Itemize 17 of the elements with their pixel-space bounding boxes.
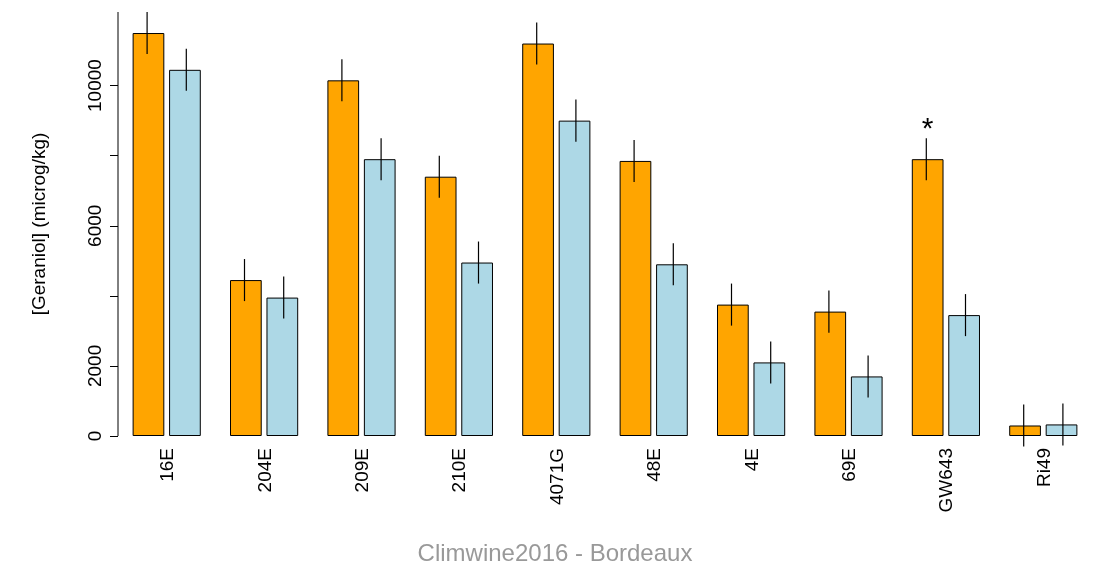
y-tick-label: 0 <box>84 430 105 442</box>
x-tick-label: 48E <box>643 448 665 482</box>
annotation: * <box>921 110 934 144</box>
y-tick-label: 10000 <box>84 59 105 113</box>
y-tick-label: 6000 <box>84 204 105 247</box>
y-axis-title: [Geraniol] (microg/kg) <box>28 132 49 316</box>
x-tick-label: 210E <box>448 448 470 493</box>
x-tick-label: 209E <box>351 448 372 493</box>
x-tick-label: 4071G <box>545 448 567 506</box>
x-tick-label: Ri49 <box>1032 448 1054 488</box>
x-tick-label: 69E <box>838 448 859 482</box>
x-tick-label: 4E <box>740 448 762 472</box>
y-tick-label: 2000 <box>84 344 105 388</box>
x-tick-label: GW643 <box>935 448 957 513</box>
x-tick-label: 16E <box>156 448 178 482</box>
x-tick-label: 204E <box>253 448 275 493</box>
text: Climwine2016 - Bordeaux <box>417 538 693 566</box>
